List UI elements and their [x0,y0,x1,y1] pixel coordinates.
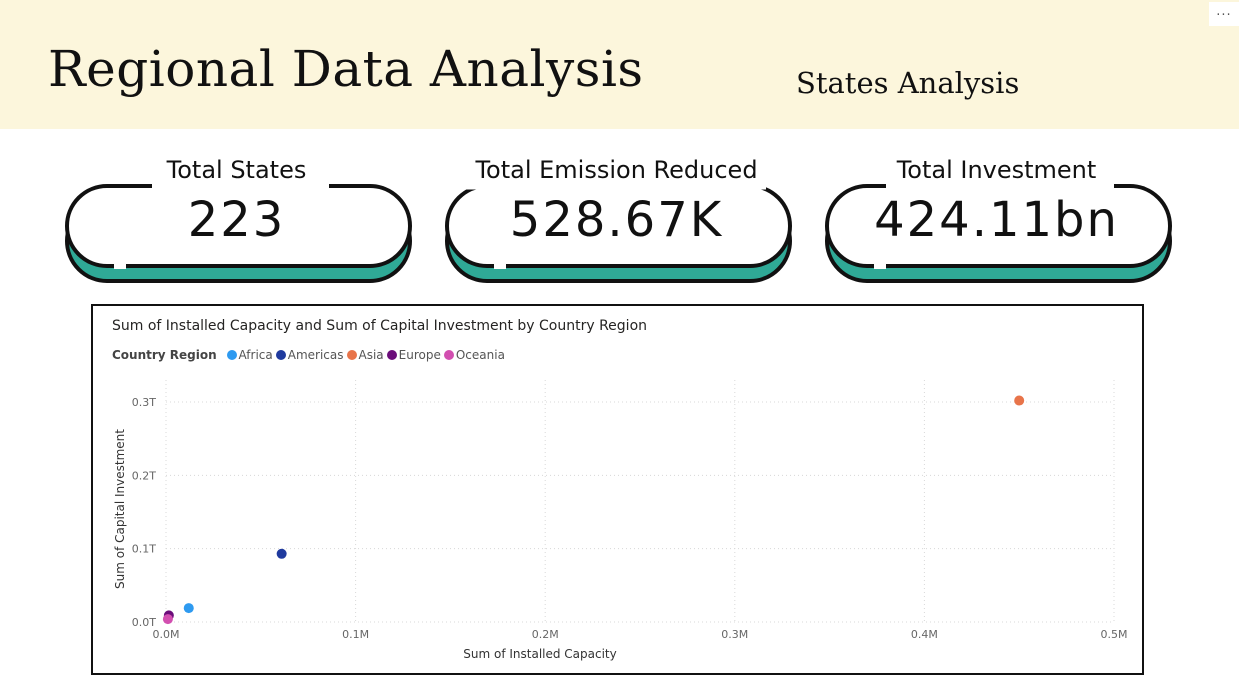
legend-dot-icon [346,350,357,360]
legend-label: Europe [398,348,441,362]
legend-item-americas[interactable]: Americas [275,348,344,362]
x-tick-label: 0.3M [721,628,748,641]
data-point-asia[interactable] [1014,395,1025,406]
kpi-frame-shape [445,182,792,283]
data-point-americas[interactable] [276,548,287,559]
kpi-value: 223 [187,192,286,248]
page-title: Regional Data Analysis [48,40,644,98]
legend-dot-icon [386,350,397,360]
kpi-total-states: Total States 223 [64,156,414,286]
kpi-frame-shape [825,182,1172,283]
legend-dot-icon [275,350,286,360]
x-tick-label: 0.0M [153,628,180,641]
legend-label: Africa [238,348,273,362]
legend-item-africa[interactable]: Africa [226,348,273,362]
x-tick-label: 0.5M [1101,628,1128,641]
kpi-value: 424.11bn [874,192,1119,248]
data-point-oceania[interactable] [162,614,173,625]
y-tick-label: 0.0T [132,616,156,629]
legend-item-oceania[interactable]: Oceania [443,348,505,362]
y-tick-label: 0.2T [132,469,156,482]
chart-title: Sum of Installed Capacity and Sum of Cap… [112,318,648,334]
legend-dot-icon [226,350,237,360]
x-tick-label: 0.2M [532,628,559,641]
chart-legend: Country Region Africa Americas Asia Europe O… [112,348,508,362]
more-options-icon[interactable]: ... [1209,2,1239,26]
kpi-label: Total Emission Reduced [475,156,758,184]
legend-dot-icon [443,350,454,360]
page-subtitle: States Analysis [796,66,1020,100]
legend-label: Asia [358,348,384,362]
legend-label: Oceania [455,348,505,362]
kpi-total-investment: Total Investment 424.11bn [824,156,1174,286]
legend-title: Country Region [112,348,217,362]
x-axis-title: Sum of Installed Capacity [463,647,617,661]
chart-plot-area: 0.0M 0.1M 0.2M 0.3M 0.4M 0.5M 0.0T 0.1T 0.2T 0.3T… [113,380,1128,661]
kpi-label: Total Investment [896,156,1097,184]
header-band: Regional Data Analysis States Analysis [0,0,1239,129]
kpi-label: Total States [166,156,307,184]
scatter-chart-visual[interactable]: Sum of Installed Capacity and Sum of Cap… [91,304,1144,675]
kpi-frame-shape [65,182,412,283]
data-point-africa[interactable] [183,603,194,614]
x-tick-label: 0.4M [911,628,938,641]
y-tick-label: 0.3T [132,396,156,409]
kpi-value: 528.67K [509,192,724,248]
legend-label: Americas [287,348,344,362]
x-tick-label: 0.1M [342,628,369,641]
legend-item-asia[interactable]: Asia [346,348,384,362]
kpi-total-emission-reduced: Total Emission Reduced 528.67K [444,156,794,286]
legend-item-europe[interactable]: Europe [386,348,441,362]
y-axis-title: Sum of Capital Investment [113,429,127,589]
y-tick-label: 0.1T [132,543,156,556]
